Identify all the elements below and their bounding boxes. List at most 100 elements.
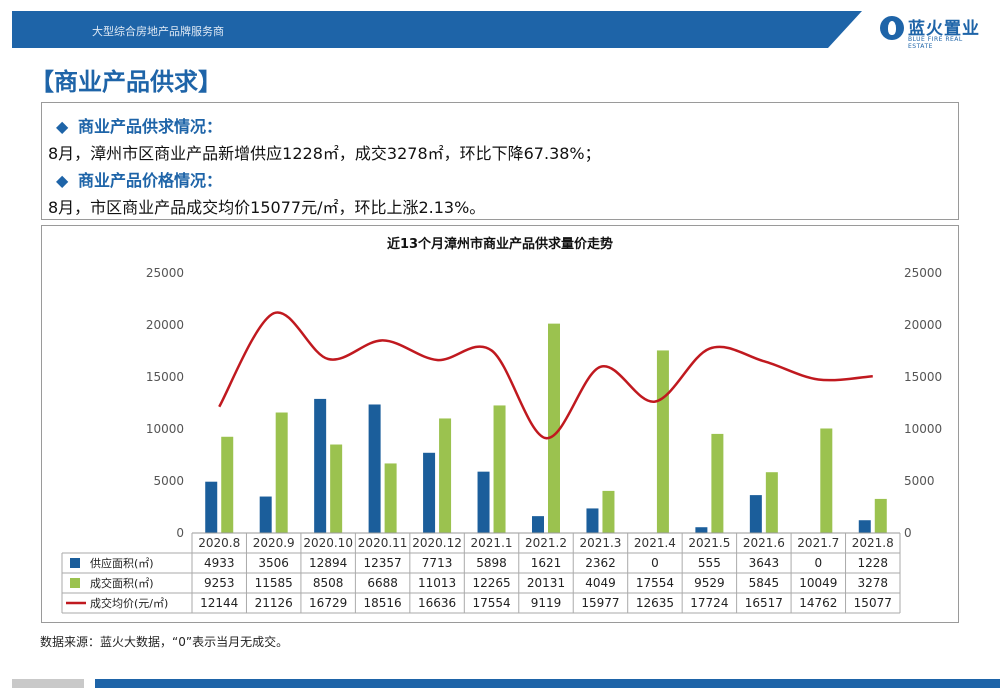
legend-label: 供应面积(㎡) <box>90 556 154 570</box>
category-label: 2021.8 <box>852 536 894 550</box>
category-label: 2020.11 <box>358 536 408 550</box>
data-table-value: 12357 <box>364 556 402 570</box>
deal-bar <box>765 472 778 533</box>
category-label: 2021.3 <box>579 536 621 550</box>
data-table-value: 10049 <box>799 576 837 590</box>
data-table-value: 18516 <box>364 596 402 610</box>
data-table-value: 14762 <box>799 596 837 610</box>
data-table-value: 4049 <box>585 576 616 590</box>
flame-logo-icon <box>880 16 904 40</box>
supply-demand-price-chart: 近13个月漳州市商业产品供求量价走势 0 0 5000 5000 10000 10000 15… <box>61 236 942 614</box>
logo-english: BLUE FIRE REAL ESTATE <box>908 36 963 50</box>
data-table-value: 1228 <box>857 556 888 570</box>
deal-bar <box>656 350 669 533</box>
data-table-value: 15977 <box>581 596 619 610</box>
supply-bar <box>858 520 871 533</box>
diamond-bullet-icon: ◆ <box>56 117 69 136</box>
price-text: 8月，市区商业产品成交均价15077元/㎡，环比上涨2.13%。 <box>48 198 486 217</box>
supply-bar <box>586 508 599 533</box>
supply-legend-swatch <box>70 558 80 568</box>
deal-bar <box>602 490 615 533</box>
y-tick-label: 20000 <box>146 318 184 332</box>
data-table-value: 11585 <box>255 576 293 590</box>
data-table-value: 16517 <box>745 596 783 610</box>
data-table-value: 1621 <box>531 556 562 570</box>
deal-bar <box>384 463 397 533</box>
data-table-value: 20131 <box>527 576 565 590</box>
y2-tick-label: 15000 <box>904 370 942 384</box>
data-table-value: 16636 <box>418 596 456 610</box>
supply-text: 8月，漳州市区商业产品新增供应1228㎡，成交3278㎡，环比下降67.38%； <box>48 144 601 163</box>
data-table-value: 6688 <box>367 576 398 590</box>
diamond-bullet-icon: ◆ <box>56 171 69 190</box>
category-label: 2021.5 <box>688 536 730 550</box>
price-series-line <box>218 311 873 440</box>
data-table-value: 11013 <box>418 576 456 590</box>
category-label: 2021.2 <box>525 536 567 550</box>
data-table-value: 555 <box>698 556 721 570</box>
supply-bar <box>532 516 544 533</box>
deal-bar <box>221 436 234 533</box>
y2-tick-label: 20000 <box>904 318 942 332</box>
category-label: 2020.9 <box>253 536 295 550</box>
data-table-value: 2362 <box>585 556 616 570</box>
supply-bar <box>477 471 490 533</box>
deal-bar <box>275 412 288 533</box>
supply-bar <box>259 496 272 533</box>
summary-box: ◆ 商业产品供求情况： 8月，漳州市区商业产品新增供应1228㎡，成交3278㎡，… <box>41 102 959 220</box>
data-table-value: 17724 <box>690 596 728 610</box>
data-table-value: 21126 <box>255 596 293 610</box>
logo-name: 蓝火置业 <box>908 19 980 39</box>
category-label: 2020.12 <box>412 536 462 550</box>
deal-bar <box>330 444 343 533</box>
y-tick-label: 25000 <box>146 266 184 280</box>
data-source-note: 数据来源：蓝火大数据，“0”表示当月无成交。 <box>40 635 289 649</box>
deal-bar <box>493 405 506 533</box>
data-table-value: 7713 <box>422 556 453 570</box>
deal-legend-swatch <box>70 578 80 588</box>
data-table-value: 0 <box>814 556 822 570</box>
y-tick-label: 5000 <box>153 474 184 488</box>
chart-frame: 近13个月漳州市商业产品供求量价走势 0 0 5000 5000 10000 10000 15… <box>41 225 959 623</box>
data-table-value: 17554 <box>636 576 674 590</box>
category-label: 2020.8 <box>198 536 240 550</box>
footer-bar-blue <box>95 679 1000 688</box>
y-tick-label: 10000 <box>146 422 184 436</box>
data-table-value: 12265 <box>472 576 510 590</box>
data-table-value: 3506 <box>258 556 289 570</box>
data-table-value: 5898 <box>476 556 507 570</box>
y2-tick-label: 0 <box>904 526 912 540</box>
supply-bar <box>423 452 436 533</box>
chart-title: 近13个月漳州市商业产品供求量价走势 <box>387 236 613 252</box>
header-subtitle: 大型综合房地产品牌服务商 <box>92 25 224 38</box>
data-table-value: 0 <box>651 556 659 570</box>
deal-bar <box>548 323 560 533</box>
page-title: 【商业产品供求】 <box>30 68 222 96</box>
supply-bar <box>314 398 327 533</box>
y2-tick-label: 5000 <box>904 474 935 488</box>
data-table-value: 15077 <box>854 596 892 610</box>
data-table-value: 3643 <box>749 556 780 570</box>
data-table-value: 12635 <box>636 596 674 610</box>
supply-bar <box>749 495 762 533</box>
y-tick-label: 0 <box>176 526 184 540</box>
supply-heading: ◆ 商业产品供求情况： <box>56 117 223 136</box>
data-table-value: 12894 <box>309 556 347 570</box>
price-heading: ◆ 商业产品价格情况： <box>56 171 223 190</box>
data-table-value: 3278 <box>857 576 888 590</box>
category-label: 2021.4 <box>634 536 676 550</box>
data-table-value: 9253 <box>204 576 235 590</box>
deal-bar <box>711 433 724 533</box>
header-bar: 大型综合房地产品牌服务商 <box>12 11 862 48</box>
category-label: 2020.10 <box>303 536 353 550</box>
data-table-value: 8508 <box>313 576 344 590</box>
supply-bar <box>205 481 218 533</box>
legend-label: 成交面积(㎡) <box>90 576 154 590</box>
company-logo: 蓝火置业 BLUE FIRE REAL ESTATE <box>880 14 990 50</box>
y2-tick-label: 25000 <box>904 266 942 280</box>
y-tick-label: 15000 <box>146 370 184 384</box>
category-label: 2021.7 <box>797 536 839 550</box>
y2-tick-label: 10000 <box>904 422 942 436</box>
data-table-value: 9529 <box>694 576 725 590</box>
data-table-value: 12144 <box>200 596 238 610</box>
